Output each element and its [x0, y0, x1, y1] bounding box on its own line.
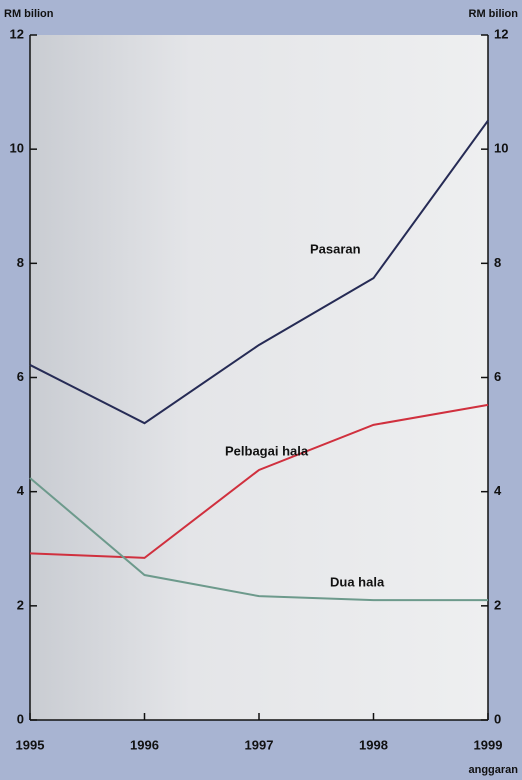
- y2-tick-label: 6: [494, 369, 501, 384]
- y2-tick-label: 8: [494, 255, 501, 270]
- x-tick-label: 1995: [16, 737, 45, 752]
- y2-axis-label: RM bilion: [469, 8, 519, 20]
- y2-tick-label: 4: [494, 483, 502, 498]
- y-tick-label: 4: [17, 483, 25, 498]
- x-note: anggaran: [468, 764, 518, 776]
- x-tick-label: 1998: [359, 737, 388, 752]
- x-tick-label: 1996: [130, 737, 159, 752]
- y2-tick-label: 2: [494, 597, 501, 612]
- y-tick-label: 0: [17, 711, 24, 726]
- series-line: [29, 120, 489, 425]
- y-tick-label: 12: [10, 26, 24, 41]
- series-line: [29, 403, 489, 559]
- y-tick-label: 10: [10, 141, 24, 156]
- series-label: Pelbagai hala: [225, 443, 309, 458]
- series-label: Dua hala: [330, 574, 385, 589]
- plot-area: [30, 35, 488, 720]
- series-line: [29, 477, 488, 602]
- y2-tick-label: 10: [494, 141, 508, 156]
- series-label: Pasaran: [310, 241, 361, 256]
- y-tick-label: 6: [17, 369, 24, 384]
- x-tick-label: 1999: [474, 737, 503, 752]
- y-axis-label: RM bilion: [4, 8, 54, 20]
- y2-tick-label: 12: [494, 26, 508, 41]
- y2-tick-label: 0: [494, 711, 501, 726]
- y-tick-label: 8: [17, 255, 24, 270]
- x-tick-label: 1997: [245, 737, 274, 752]
- y-tick-label: 2: [17, 597, 24, 612]
